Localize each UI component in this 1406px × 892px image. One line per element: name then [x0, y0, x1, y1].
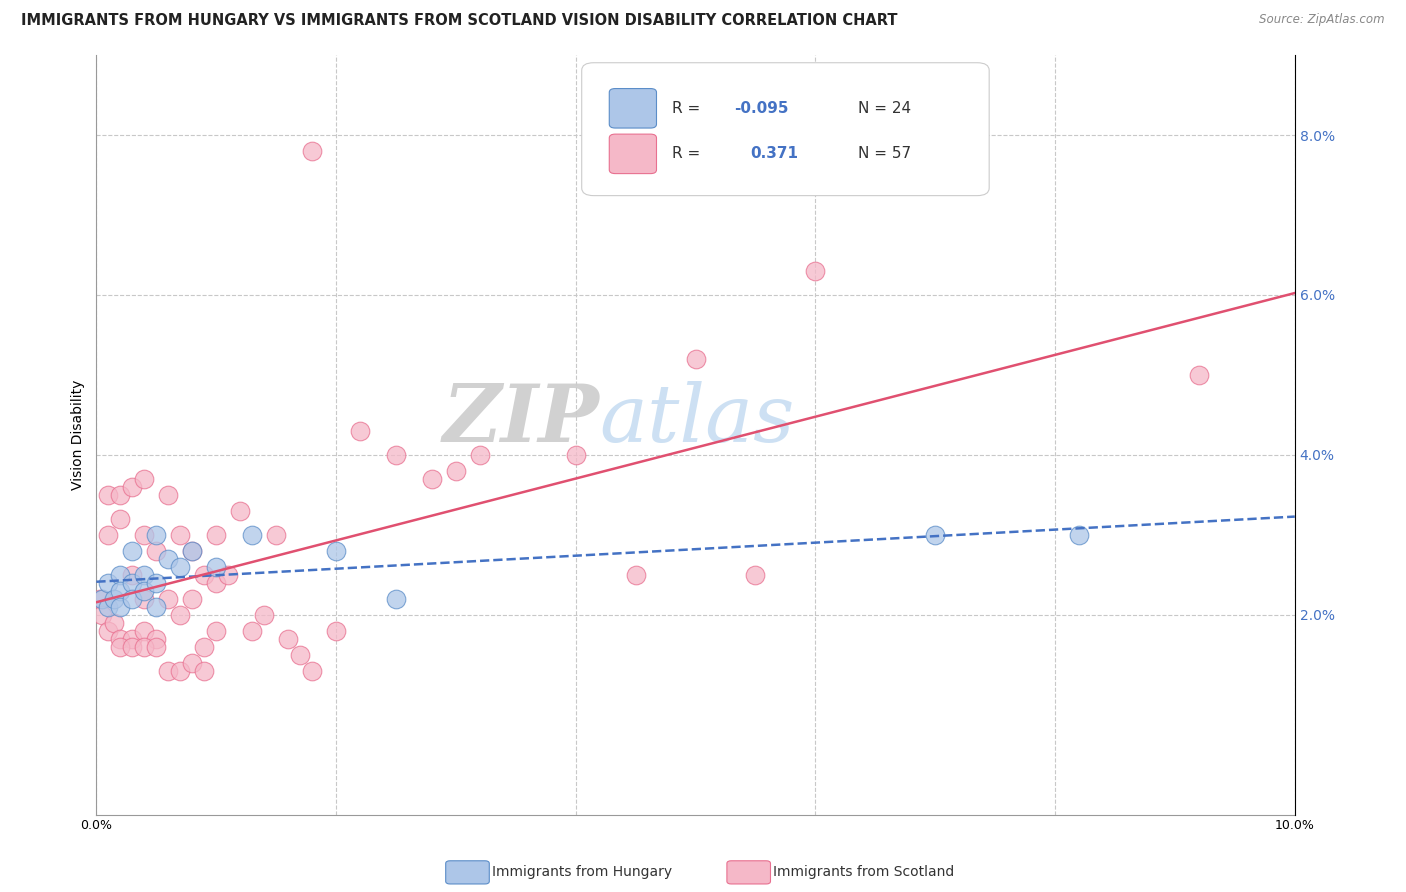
Text: R =: R = — [672, 101, 706, 116]
Point — [110, 583, 132, 598]
Point — [744, 567, 766, 582]
Point — [253, 607, 276, 622]
Point — [205, 528, 228, 542]
Point — [134, 567, 156, 582]
Text: atlas: atlas — [600, 381, 794, 458]
Point — [157, 551, 180, 566]
Text: N = 24: N = 24 — [858, 101, 911, 116]
Point — [624, 567, 647, 582]
Point — [181, 591, 204, 606]
Text: IMMIGRANTS FROM HUNGARY VS IMMIGRANTS FROM SCOTLAND VISION DISABILITY CORRELATIO: IMMIGRANTS FROM HUNGARY VS IMMIGRANTS FR… — [21, 13, 897, 29]
Point — [169, 664, 191, 678]
Text: N = 57: N = 57 — [858, 146, 911, 161]
Point — [157, 488, 180, 502]
Point — [924, 528, 946, 542]
Point — [205, 575, 228, 590]
Point — [110, 567, 132, 582]
Text: 0.371: 0.371 — [749, 146, 799, 161]
Point — [97, 488, 120, 502]
Point — [145, 528, 167, 542]
Text: R =: R = — [672, 146, 710, 161]
Point — [103, 591, 125, 606]
Point — [89, 591, 111, 606]
Point — [349, 424, 371, 438]
Point — [240, 528, 263, 542]
Y-axis label: Vision Disability: Vision Disability — [72, 380, 86, 490]
Point — [134, 624, 156, 638]
Point — [385, 591, 408, 606]
Point — [157, 591, 180, 606]
Text: ZIP: ZIP — [443, 381, 600, 458]
Point — [121, 640, 143, 654]
FancyBboxPatch shape — [609, 88, 657, 128]
Text: Immigrants from Scotland: Immigrants from Scotland — [773, 865, 955, 880]
Text: -0.095: -0.095 — [734, 101, 789, 116]
Point — [145, 632, 167, 646]
Point — [444, 464, 467, 478]
Point — [110, 640, 132, 654]
Point — [301, 664, 323, 678]
Point — [134, 472, 156, 486]
Point — [564, 448, 586, 462]
Point — [121, 567, 143, 582]
Point — [1067, 528, 1090, 542]
Point — [685, 351, 707, 366]
FancyBboxPatch shape — [582, 62, 990, 195]
Point — [205, 624, 228, 638]
Text: Source: ZipAtlas.com: Source: ZipAtlas.com — [1260, 13, 1385, 27]
Point — [193, 664, 215, 678]
Point — [91, 591, 114, 606]
Point — [134, 640, 156, 654]
Point — [121, 591, 143, 606]
Point — [169, 607, 191, 622]
Point — [110, 599, 132, 614]
Point — [385, 448, 408, 462]
Point — [97, 624, 120, 638]
Point — [181, 543, 204, 558]
Point — [110, 632, 132, 646]
Point — [134, 591, 156, 606]
Point — [468, 448, 491, 462]
Point — [169, 528, 191, 542]
FancyBboxPatch shape — [609, 134, 657, 174]
Point — [181, 543, 204, 558]
Point — [110, 488, 132, 502]
Point — [91, 607, 114, 622]
Point — [103, 615, 125, 630]
Point — [97, 599, 120, 614]
Point — [277, 632, 299, 646]
Point — [121, 575, 143, 590]
Point — [193, 567, 215, 582]
Point — [205, 559, 228, 574]
Point — [217, 567, 239, 582]
Text: Immigrants from Hungary: Immigrants from Hungary — [492, 865, 672, 880]
Point — [1188, 368, 1211, 382]
Point — [97, 528, 120, 542]
Point — [110, 512, 132, 526]
Point — [181, 656, 204, 670]
Point — [240, 624, 263, 638]
Point — [145, 543, 167, 558]
Point — [325, 543, 347, 558]
Point — [97, 575, 120, 590]
Point — [325, 624, 347, 638]
Point — [134, 583, 156, 598]
Point — [288, 648, 311, 662]
Point — [121, 480, 143, 494]
Point — [121, 632, 143, 646]
Point — [804, 264, 827, 278]
Point — [264, 528, 287, 542]
Point — [420, 472, 443, 486]
Point — [145, 640, 167, 654]
Point — [169, 559, 191, 574]
Point — [145, 575, 167, 590]
Point — [145, 599, 167, 614]
Point — [229, 504, 252, 518]
Point — [157, 664, 180, 678]
Point — [301, 144, 323, 158]
Point — [134, 528, 156, 542]
Point — [193, 640, 215, 654]
Point — [121, 543, 143, 558]
